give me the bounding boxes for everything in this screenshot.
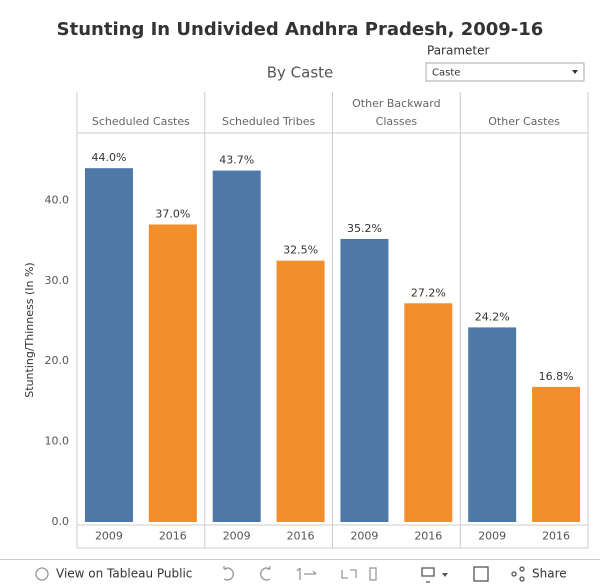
x-tick-label: 2016 [287, 530, 315, 543]
value-label: 44.0% [91, 151, 126, 164]
bar [404, 303, 453, 522]
x-tick-label: 2016 [159, 530, 187, 543]
y-axis-label: Stunting/Thinness (In %) [23, 262, 36, 397]
parameter-dropdown[interactable] [425, 62, 585, 82]
value-label: 27.2% [411, 286, 446, 299]
value-label: 35.2% [347, 222, 382, 235]
bar [276, 260, 325, 522]
bar [212, 170, 261, 522]
bar [84, 168, 133, 522]
value-label: 32.5% [283, 244, 318, 257]
toolbar-icons [35, 566, 525, 583]
value-label: 16.8% [539, 370, 574, 383]
bar [148, 224, 197, 523]
x-tick-label: 2009 [95, 530, 123, 543]
x-tick-label: 2009 [350, 530, 378, 543]
share-button[interactable]: Share [532, 567, 567, 581]
view-link[interactable]: View on Tableau Public [56, 567, 192, 581]
parameter-value[interactable]: Caste [432, 68, 460, 79]
bar [468, 327, 517, 522]
chart-title: Stunting In Undivided Andhra Pradesh, 20… [57, 19, 544, 40]
dropdown-arrow [572, 70, 578, 74]
chart-subtitle: By Caste [267, 64, 334, 82]
value-label: 37.0% [155, 207, 190, 220]
value-label: 24.2% [475, 310, 510, 323]
bar [532, 386, 581, 522]
panel-header: Scheduled Tribes [222, 115, 316, 128]
panel-header: Scheduled Castes [91, 115, 190, 128]
y-tick-label: 0.0 [52, 515, 70, 528]
y-tick-label: 40.0 [45, 193, 70, 206]
y-tick-label: 20.0 [45, 354, 70, 367]
parameter-label: Parameter [427, 44, 489, 58]
panel-header: Other Castes [488, 115, 560, 128]
x-tick-label: 2016 [414, 530, 442, 543]
x-tick-label: 2009 [223, 530, 251, 543]
y-tick-label: 30.0 [45, 274, 70, 287]
y-tick-label: 10.0 [45, 435, 70, 448]
panel-header: Other Backward Classes [352, 97, 441, 128]
value-label: 43.7% [219, 154, 254, 167]
x-tick-label: 2016 [542, 530, 570, 543]
bar [340, 238, 389, 522]
x-tick-label: 2009 [478, 530, 506, 543]
